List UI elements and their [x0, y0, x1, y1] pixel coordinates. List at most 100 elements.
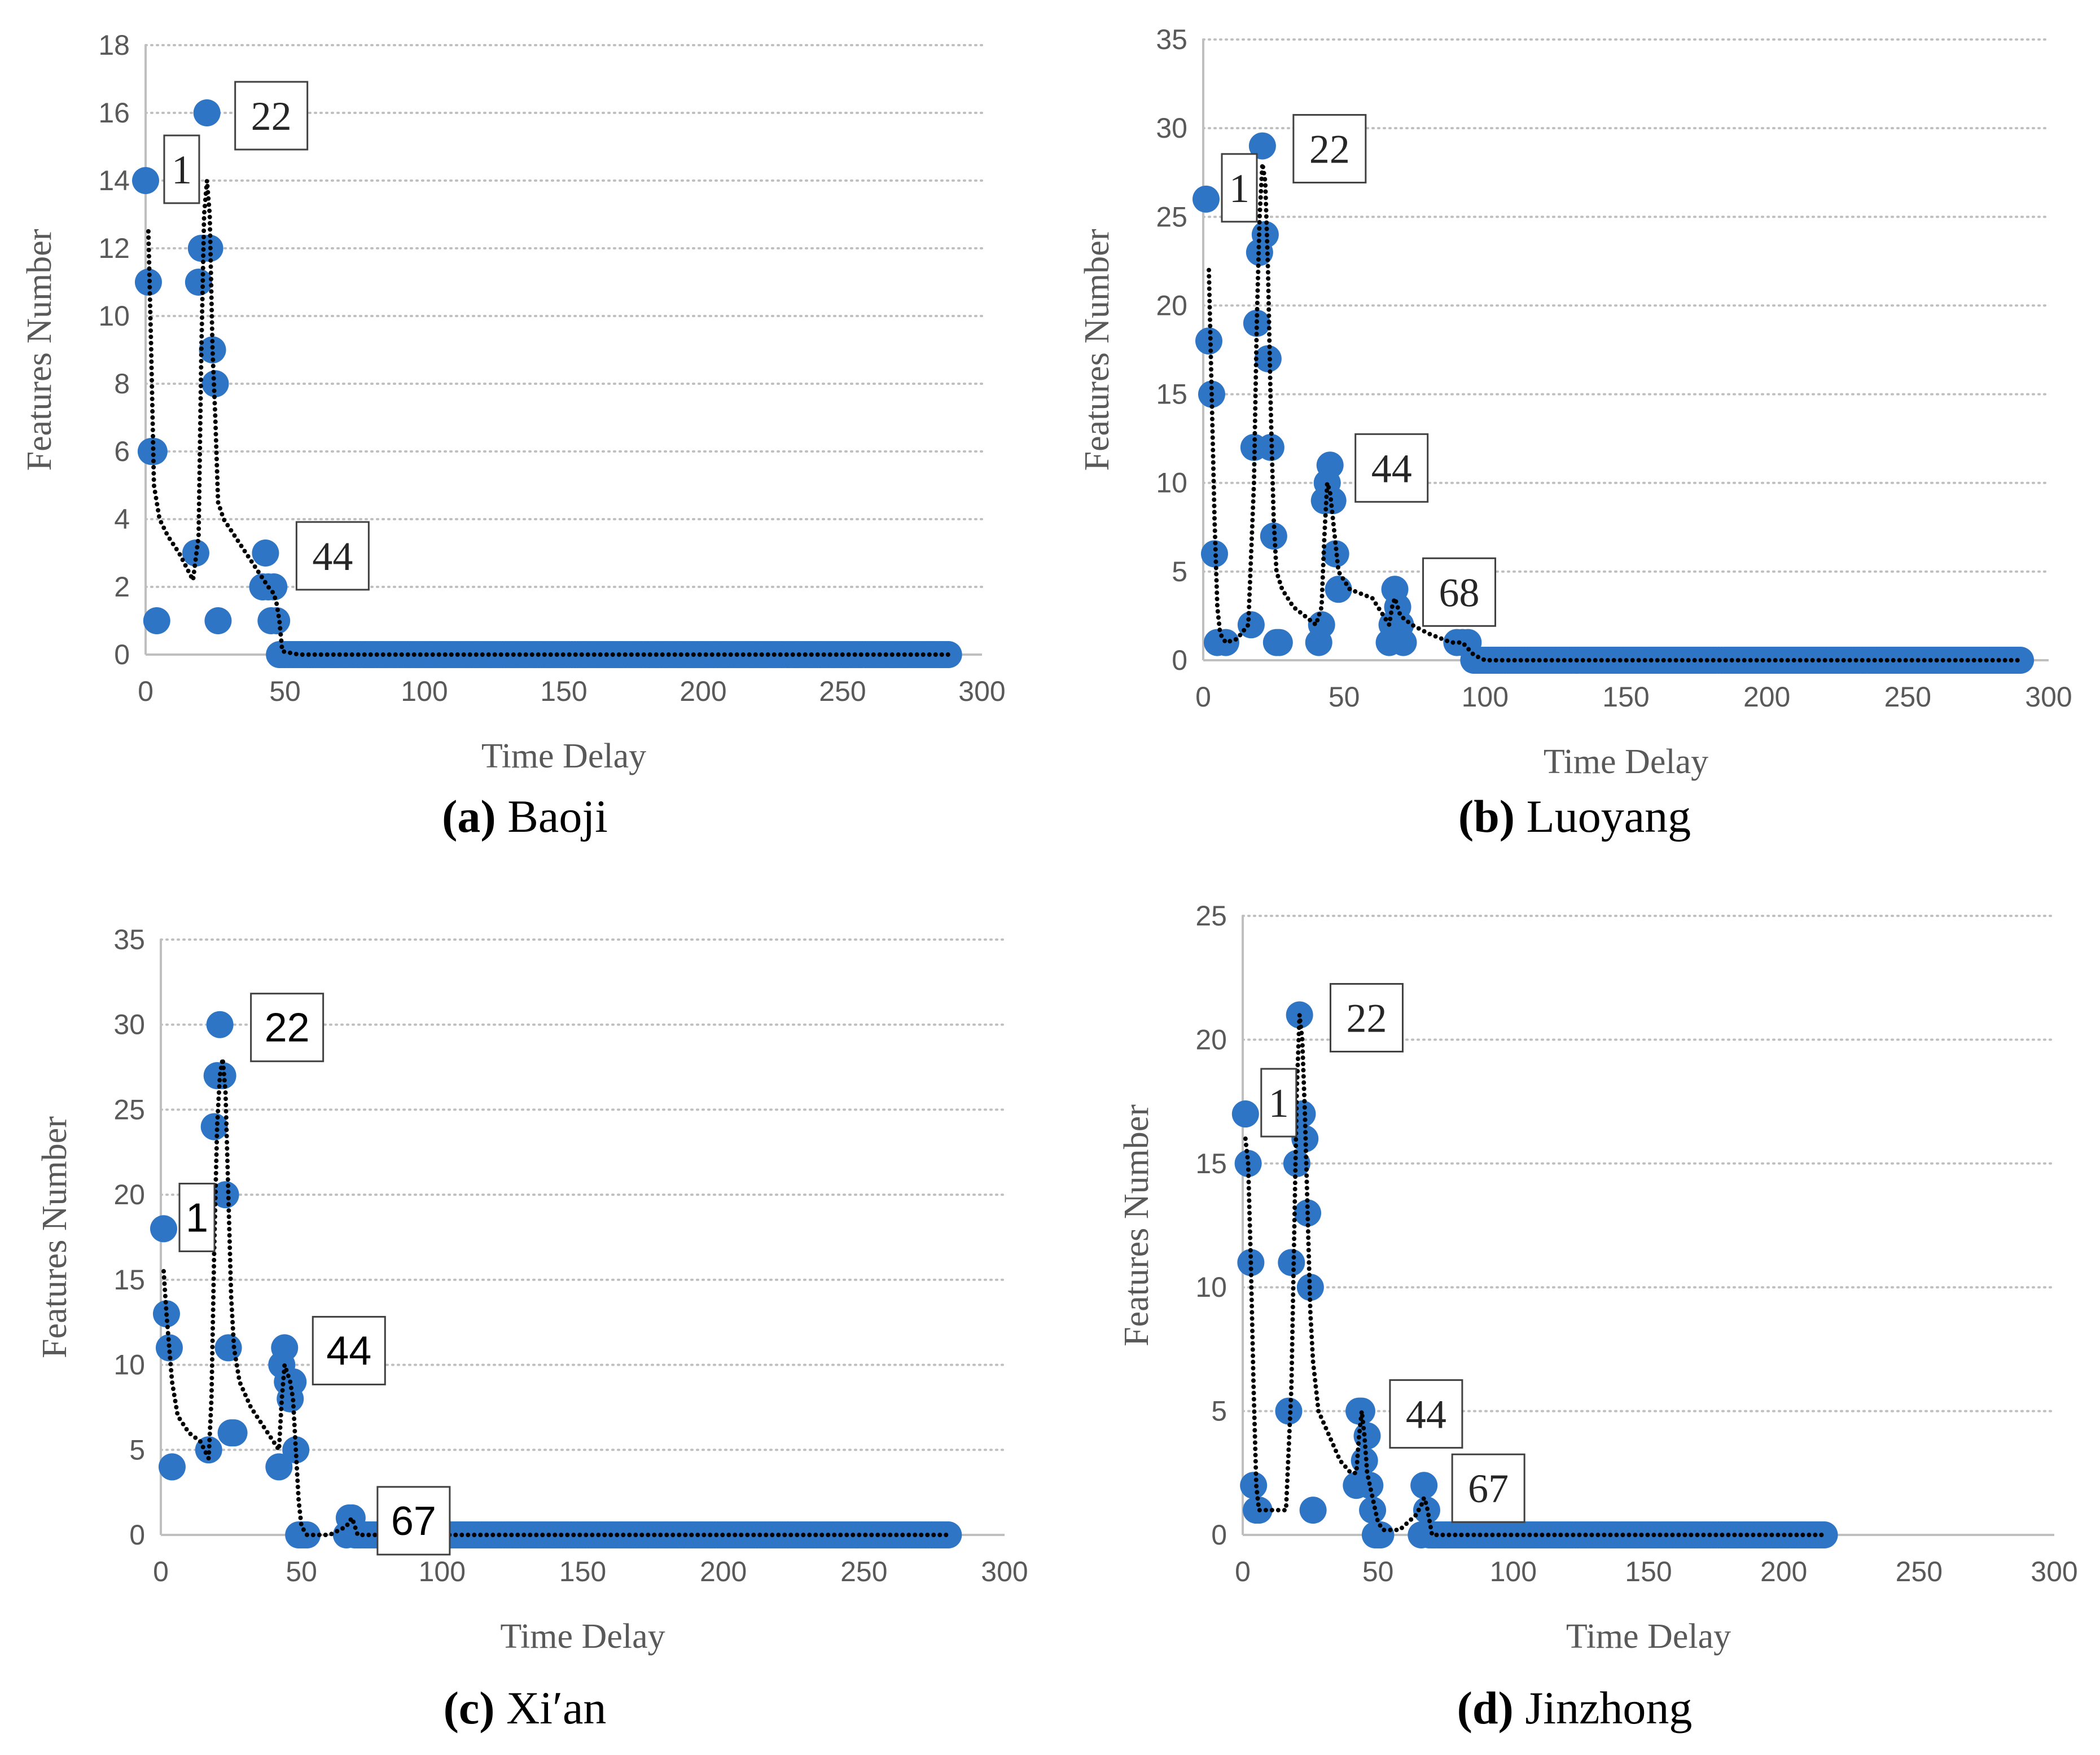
data-point	[150, 1215, 177, 1243]
x-tick-label: 200	[679, 675, 726, 707]
data-point	[199, 336, 226, 363]
y-tick-label: 30	[1156, 112, 1187, 144]
data-point	[1278, 1249, 1305, 1276]
data-point	[1195, 327, 1222, 355]
annotation-label: 22	[265, 1006, 310, 1051]
annotation-box	[250, 993, 325, 1063]
caption-letter-b: (b)	[1458, 791, 1515, 842]
annotation-label: 1	[186, 1195, 208, 1240]
y-tick-label: 10	[113, 1349, 145, 1381]
data-point	[1308, 611, 1335, 639]
annotation-label: 1	[1269, 1081, 1289, 1126]
annotation-label: 44	[312, 534, 353, 579]
y-tick-label: 10	[1156, 467, 1187, 499]
y-tick-label: 20	[1195, 1024, 1227, 1055]
x-tick-label: 0	[138, 675, 154, 707]
y-axis-title: Features Number	[36, 1116, 74, 1358]
annotation-box	[1389, 1379, 1463, 1449]
data-point	[1410, 1472, 1438, 1499]
x-tick-label: 300	[2031, 1556, 2077, 1587]
y-tick-label: 15	[1156, 379, 1187, 410]
data-point	[1260, 523, 1287, 550]
annotation-label: 22	[1309, 127, 1350, 172]
x-tick-label: 300	[958, 675, 1005, 707]
data-point	[212, 1181, 239, 1209]
y-tick-label: 25	[1156, 201, 1187, 232]
data-point	[265, 1453, 293, 1481]
chart-svg-a: 0 2 4 6 8 10 12 14 16 18 0 50 100 150 200 250 300 Time De…	[20, 29, 1006, 775]
x-tick-label: 200	[1760, 1556, 1807, 1587]
y-tick-label: 18	[98, 29, 130, 61]
caption-letter-d: (d)	[1457, 1682, 1514, 1734]
y-tick-label: 12	[98, 232, 130, 264]
data-point	[1240, 1472, 1268, 1499]
annotation-box	[163, 134, 200, 204]
annotation-label: 44	[1371, 446, 1412, 491]
x-tick-label: 300	[2025, 681, 2072, 713]
data-point	[1299, 1497, 1327, 1524]
caption-d: (d) Jinzhong	[1050, 1682, 2099, 1735]
data-point	[271, 1334, 299, 1362]
y-tick-label: 5	[1172, 556, 1187, 587]
data-point	[2007, 647, 2035, 674]
trend-line	[161, 1056, 951, 1537]
y-axis-title: Features Number	[1117, 1104, 1156, 1346]
x-tick-label: 100	[401, 675, 448, 707]
data-point	[260, 573, 288, 600]
y-tick-label: 6	[114, 436, 130, 467]
x-tick-label: 0	[1235, 1556, 1251, 1587]
x-tick-label: 100	[419, 1556, 466, 1587]
annotation-box	[295, 521, 370, 591]
annotation-label: 67	[391, 1499, 436, 1544]
data-point	[1231, 1100, 1259, 1128]
data-point	[132, 167, 159, 194]
data-point	[1316, 451, 1344, 479]
y-tick-label: 4	[114, 503, 130, 535]
annotation-label: 44	[326, 1328, 371, 1374]
data-point	[263, 607, 291, 634]
annotation-label: 68	[1439, 570, 1480, 615]
caption-b: (b) Luoyang	[1050, 790, 2099, 843]
x-tick-label: 150	[559, 1556, 606, 1587]
annotation-label: 22	[1346, 996, 1387, 1041]
chart-panel-d: 0 5 10 15 20 25 0 50 100 150 200 250 300 Time Delay Fe…	[1050, 878, 2099, 1755]
y-tick-label: 5	[129, 1434, 145, 1466]
y-tick-label: 14	[98, 165, 130, 196]
y-tick-label: 20	[1156, 289, 1187, 321]
caption-c: (c) Xi′an	[0, 1682, 1050, 1735]
data-point	[214, 1334, 242, 1362]
x-tick-label: 50	[286, 1556, 317, 1587]
x-axis-title: Time Delay	[1544, 743, 1708, 781]
x-tick-label: 250	[819, 675, 866, 707]
y-axis-title: Features Number	[20, 229, 59, 471]
annotation-box	[312, 1315, 386, 1385]
trend-line	[146, 178, 951, 657]
y-tick-label: 0	[1172, 644, 1187, 676]
y-axis-title: Features Number	[1078, 229, 1116, 471]
y-tick-label: 0	[129, 1519, 145, 1551]
x-tick-label: 0	[1195, 681, 1211, 713]
y-tick-label: 25	[113, 1094, 145, 1125]
caption-name-a: Baoji	[496, 791, 608, 842]
chart-panel-c: 0 5 10 15 20 25 30 35 0 50 100 150 200 250 300 Time Del…	[0, 878, 1050, 1755]
data-point	[220, 1419, 248, 1447]
chart-svg-b: 0 5 10 15 20 25 30 35 0 50 100 150 200 250 300 Time Del…	[1078, 24, 2072, 781]
annotation-box	[178, 1182, 216, 1252]
caption-letter-a: (a)	[442, 791, 496, 842]
x-tick-label: 50	[1329, 681, 1360, 713]
data-point	[252, 539, 279, 567]
x-tick-label: 200	[1743, 681, 1790, 713]
chart-panel-b: 0 5 10 15 20 25 30 35 0 50 100 150 200 250 300 Time Del…	[1050, 0, 2099, 878]
y-tick-label: 0	[114, 639, 130, 670]
data-point	[1192, 185, 1220, 213]
caption-name-b: Luoyang	[1515, 791, 1691, 842]
annotation-label: 44	[1406, 1392, 1446, 1437]
annotation-box	[1422, 557, 1497, 627]
y-tick-label: 15	[1195, 1148, 1227, 1179]
y-tick-label: 35	[113, 924, 145, 955]
y-tick-label: 2	[114, 571, 130, 603]
y-tick-label: 0	[1211, 1519, 1227, 1551]
data-point	[935, 1521, 962, 1548]
data-point	[1265, 629, 1293, 656]
annotation-label: 1	[172, 147, 192, 192]
